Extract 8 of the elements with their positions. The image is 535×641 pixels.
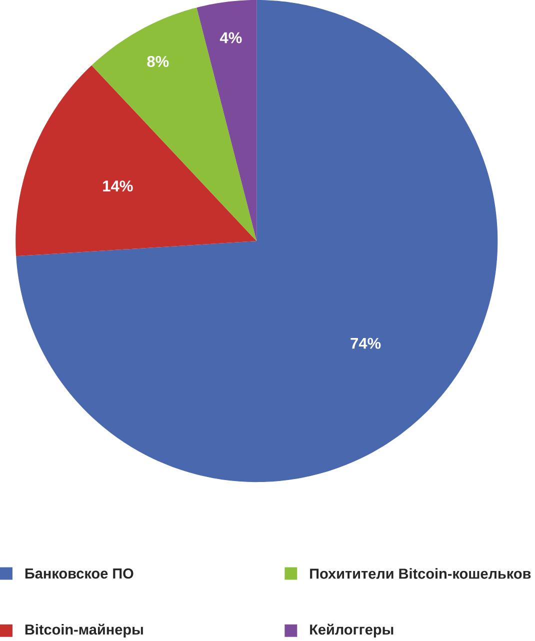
data-label: 74% — [350, 338, 381, 349]
legend-label: Похитители Bitcoin-кошельков — [310, 568, 531, 579]
data-label: 4% — [220, 32, 242, 44]
legend-label: Кейлоггеры — [310, 624, 394, 638]
data-label: 14% — [103, 180, 133, 192]
legend-label: Bitcoin-майнеры — [26, 624, 144, 638]
legend-label: Банковское ПО — [26, 568, 134, 579]
data-label: 8% — [147, 56, 169, 67]
